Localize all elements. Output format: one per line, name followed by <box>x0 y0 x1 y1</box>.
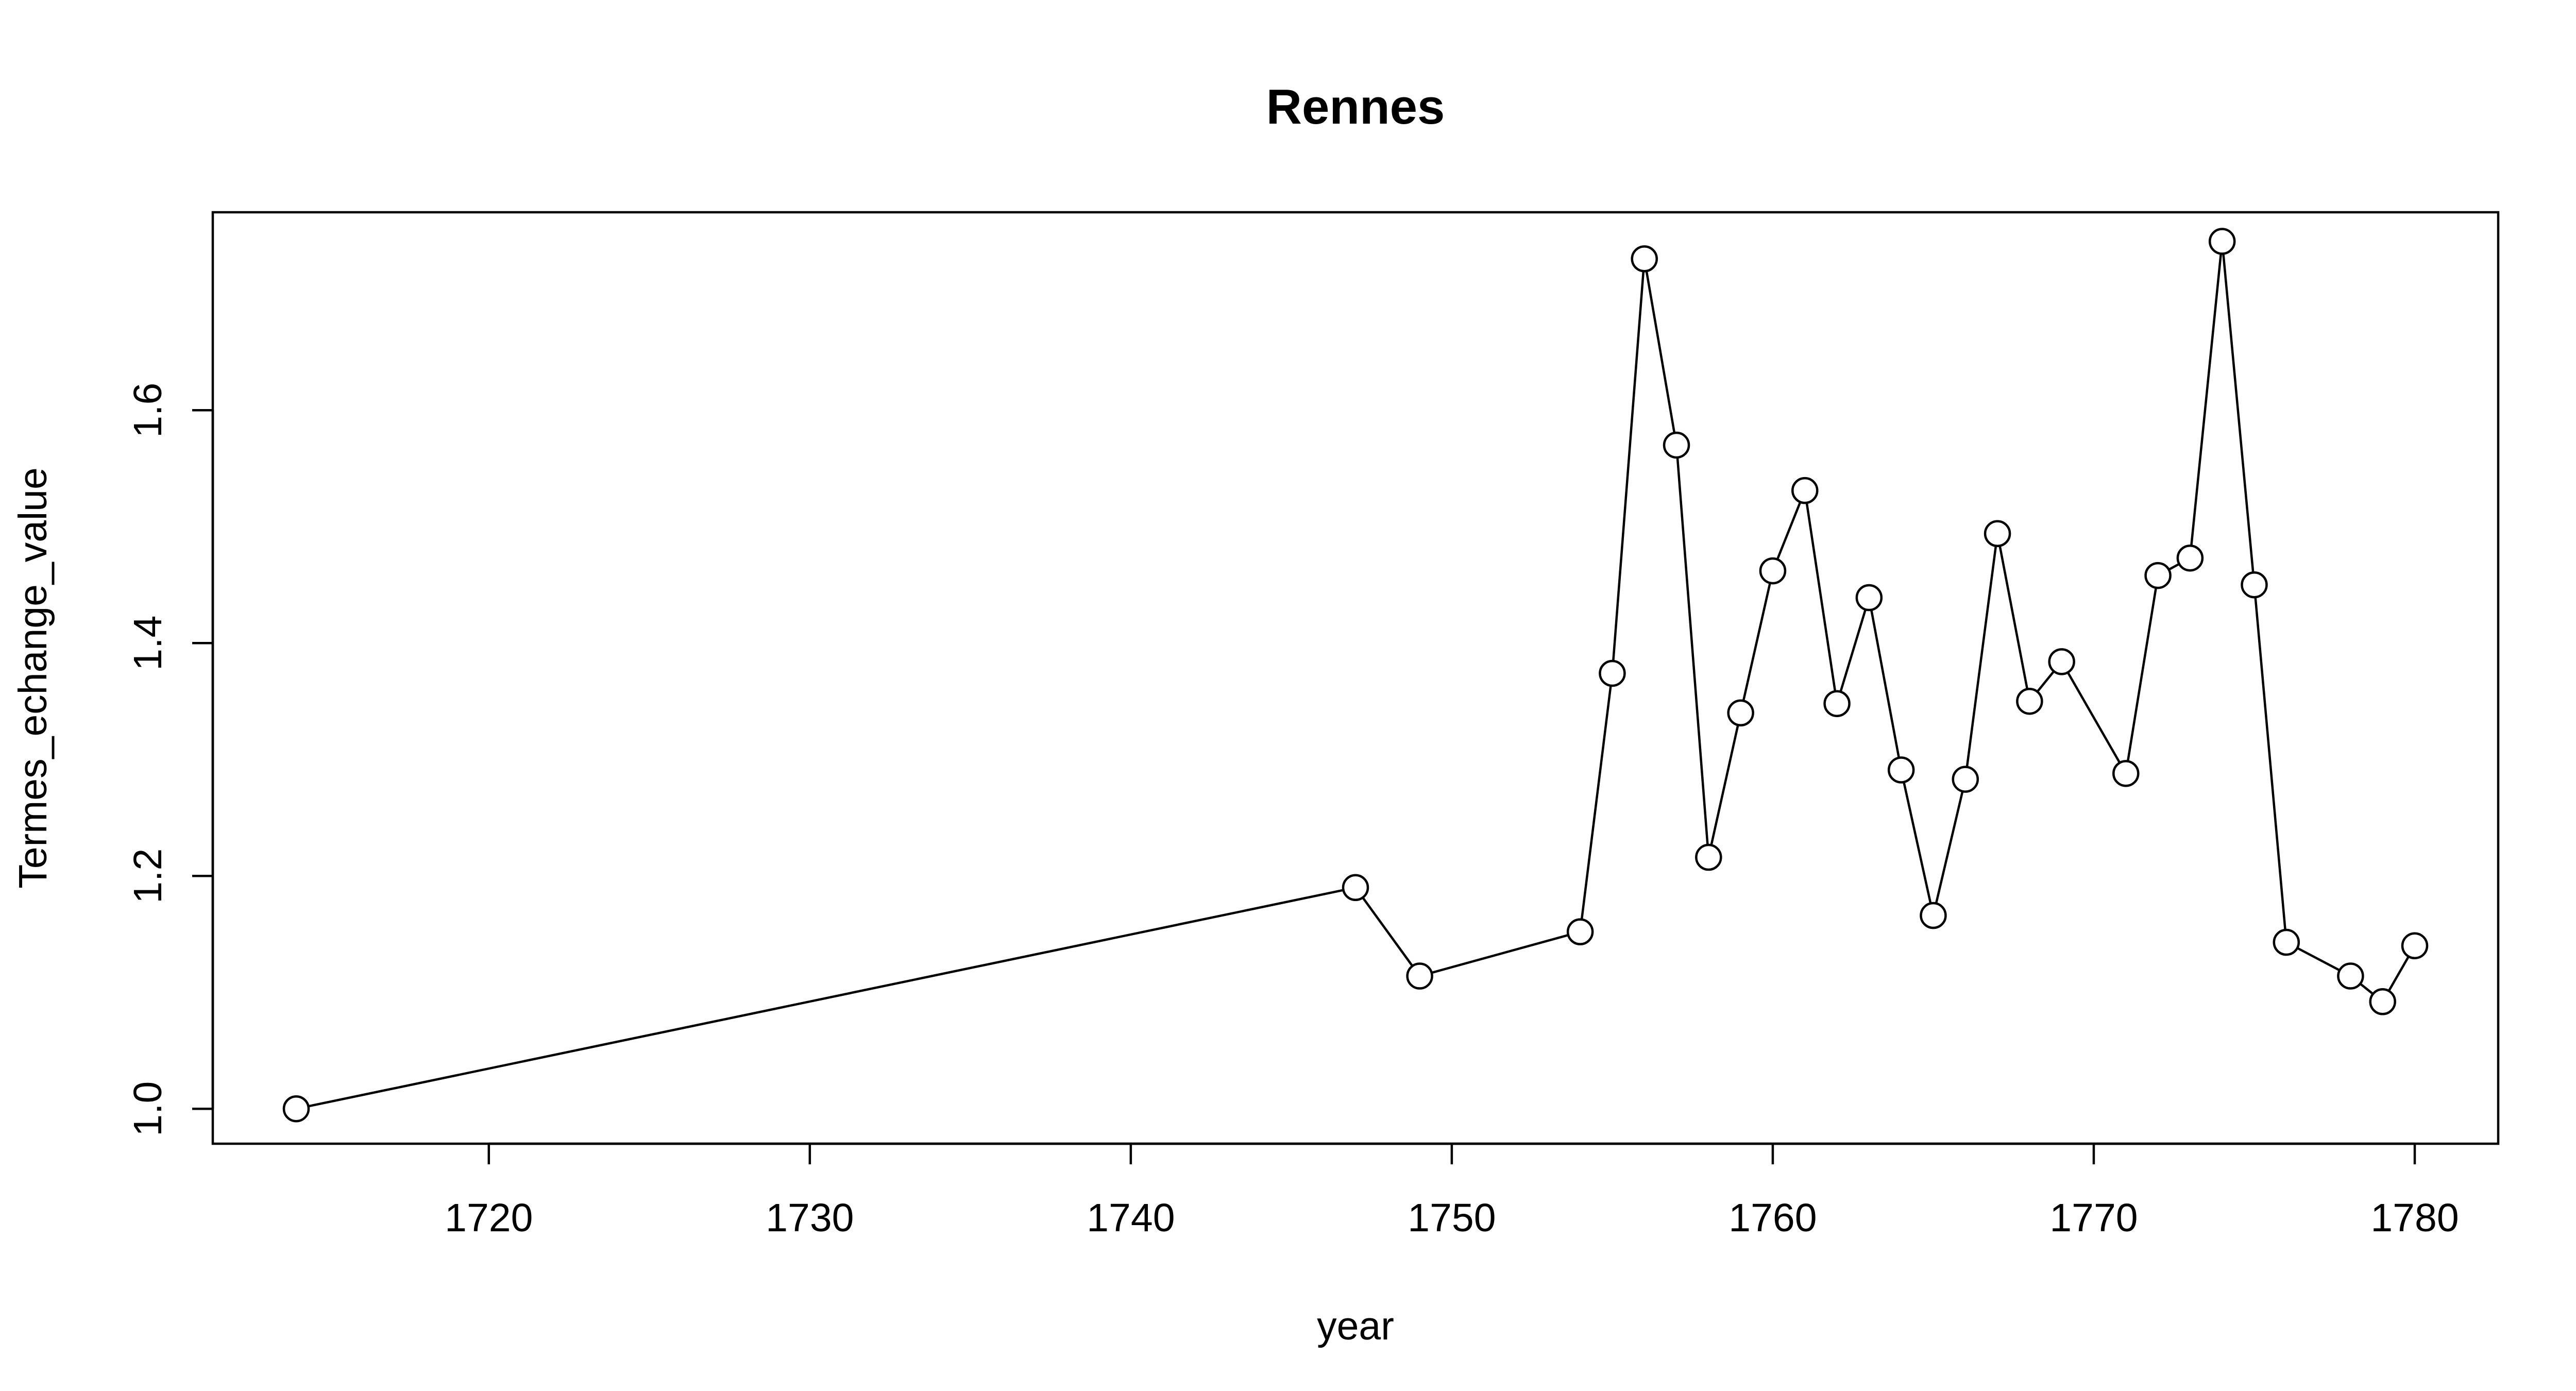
series-segment <box>1805 502 1837 692</box>
chart-title: Rennes <box>1266 79 1445 134</box>
data-point <box>2401 932 2429 960</box>
series-segment <box>1431 934 1569 974</box>
series-segment <box>2387 956 2410 992</box>
data-point <box>2144 562 2172 589</box>
x-tick-label: 1740 <box>1087 1196 1175 1240</box>
data-point <box>1984 520 2011 548</box>
series-segment <box>1903 782 1932 904</box>
y-tick-label: 1.4 <box>126 616 170 671</box>
x-tick-label: 1750 <box>1408 1196 1496 1240</box>
data-point <box>1855 584 1883 612</box>
data-point <box>2048 648 2075 675</box>
data-point <box>2176 544 2204 572</box>
x-axis: 1720 1730 1740 1750 1760 1770 1780 <box>445 1142 2459 1240</box>
data-series <box>282 228 2429 1123</box>
series-segment <box>2359 982 2374 995</box>
series-segment <box>2254 597 2286 930</box>
series-segment <box>2222 253 2255 573</box>
data-point <box>1759 557 1787 585</box>
data-point <box>1952 766 1979 793</box>
data-point <box>282 1095 310 1123</box>
x-tick-label: 1760 <box>1728 1196 1817 1240</box>
series-segment <box>1742 582 1771 701</box>
x-tick-label: 1730 <box>766 1196 854 1240</box>
series-segment <box>308 889 1344 1108</box>
data-point <box>2208 228 2236 255</box>
series-segment <box>2190 253 2223 546</box>
data-point <box>2112 760 2140 787</box>
data-point <box>1727 699 1754 727</box>
series-segment <box>1580 685 1612 920</box>
x-tick-label: 1780 <box>2370 1196 2459 1240</box>
data-point <box>1823 690 1851 717</box>
x-axis-label: year <box>1317 1304 1394 1348</box>
series-segment <box>2296 947 2341 972</box>
series-segment <box>2126 587 2157 761</box>
data-point <box>2369 988 2396 1015</box>
y-axis-label: Termes_echange_value <box>11 467 55 889</box>
series-segment <box>1935 791 1964 904</box>
series-segment <box>1965 546 1997 768</box>
data-point <box>1406 962 1433 990</box>
plot-frame <box>211 211 2500 1145</box>
series-segment <box>2066 672 2121 764</box>
y-tick-label: 1.6 <box>126 383 170 438</box>
data-point <box>1695 843 1722 871</box>
series-segment <box>1839 609 1867 692</box>
series-segment <box>1710 724 1739 846</box>
series-segment <box>1362 896 1414 967</box>
data-point <box>1342 874 1369 902</box>
data-point <box>1599 659 1626 687</box>
data-point <box>1631 245 1658 273</box>
series-segment <box>1612 271 1645 661</box>
data-point <box>2016 687 2043 715</box>
y-axis: 1.0 1.2 1.4 1.6 <box>126 383 214 1136</box>
series-segment <box>1870 609 1900 758</box>
series-segment <box>1676 457 1709 845</box>
data-point <box>1663 431 1690 459</box>
series-segment <box>2036 670 2055 692</box>
data-point <box>2337 962 2364 990</box>
series-segment <box>2168 563 2180 571</box>
series-segment <box>1645 270 1676 433</box>
data-point <box>2241 571 2268 599</box>
series-segment <box>1776 501 1802 560</box>
data-point <box>1887 756 1915 784</box>
x-tick-label: 1720 <box>445 1196 533 1240</box>
data-point <box>1566 918 1594 945</box>
y-tick-label: 1.2 <box>126 849 170 904</box>
series-segment <box>1998 545 2029 690</box>
y-tick-label: 1.0 <box>126 1081 170 1136</box>
data-point <box>1791 477 1819 504</box>
data-point <box>1920 902 1947 929</box>
data-point <box>2273 928 2300 956</box>
x-tick-label: 1770 <box>2049 1196 2138 1240</box>
